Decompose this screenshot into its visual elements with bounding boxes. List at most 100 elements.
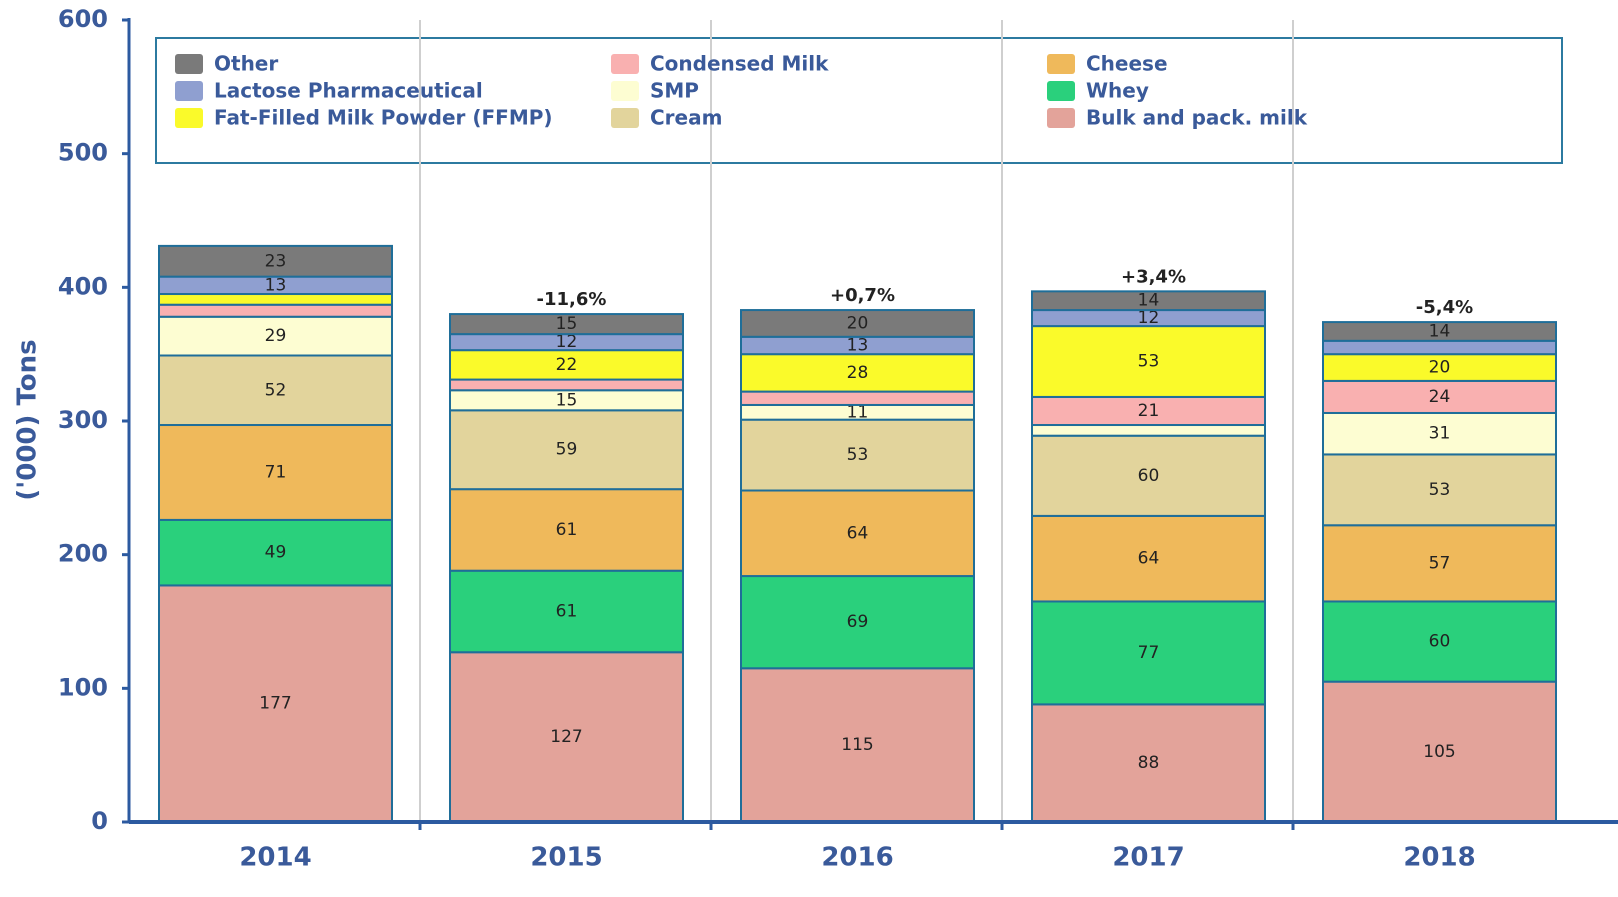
data-label: 24: [1429, 387, 1451, 407]
legend-swatch: [611, 54, 639, 74]
y-axis-label: ('000) Tons: [13, 339, 43, 500]
data-label: 53: [847, 445, 869, 465]
bar-segment: [449, 378, 684, 392]
y-tick-label: 600: [58, 5, 108, 33]
data-label: 15: [556, 314, 578, 334]
bar-segment: [1031, 325, 1266, 398]
bar-segment: [1031, 290, 1266, 312]
bar-segment: [1322, 524, 1557, 603]
data-label: 31: [1429, 424, 1451, 444]
x-tick-label: 2018: [1403, 843, 1475, 873]
bar-segment: [1322, 321, 1557, 342]
legend-label: Other: [214, 52, 278, 76]
data-label: 60: [1429, 632, 1451, 652]
bar-segment: [158, 303, 393, 318]
bar-segment: [1322, 680, 1557, 824]
data-label: 15: [556, 390, 578, 410]
bar-segment: [158, 244, 393, 278]
legend-label: Bulk and pack. milk: [1086, 106, 1308, 130]
bar-segment: [158, 584, 393, 823]
bar-segment: [740, 489, 975, 578]
x-tick-label: 2014: [239, 843, 311, 873]
bar-segment: [1322, 353, 1557, 382]
bar-segment: [1322, 600, 1557, 683]
bar-segment: [449, 313, 684, 336]
data-label: 13: [265, 275, 287, 295]
data-label: 11: [847, 402, 869, 422]
data-label: 49: [265, 543, 287, 563]
data-label: 14: [1138, 291, 1160, 311]
data-label: 13: [847, 335, 869, 355]
legend-label: Lactose Pharmaceutical: [214, 79, 483, 103]
legend-label: Condensed Milk: [650, 52, 829, 76]
data-label: 53: [1429, 480, 1451, 500]
x-tick-label: 2015: [530, 843, 602, 873]
bar-segment: [449, 488, 684, 572]
data-label: 53: [1138, 352, 1160, 372]
bar-segment: [740, 309, 975, 338]
legend-swatch: [1047, 81, 1075, 101]
data-label: 12: [1138, 308, 1160, 328]
data-label: 29: [265, 326, 287, 346]
bar-segment: [158, 354, 393, 427]
bar-segment: [1031, 395, 1266, 427]
x-tick-label: 2016: [821, 843, 893, 873]
bar-segment: [740, 667, 975, 823]
legend-label: Cheese: [1086, 52, 1168, 76]
y-tick-label: 0: [91, 807, 108, 835]
bar-segment: [449, 569, 684, 654]
legend-label: Fat-Filled Milk Powder (FFMP): [214, 106, 553, 130]
data-label: 71: [265, 462, 287, 482]
data-label: 127: [550, 727, 582, 747]
legend-swatch: [175, 81, 203, 101]
bar-segment: [1322, 411, 1557, 456]
bar-segment: [740, 390, 975, 406]
change-label: -11,6%: [537, 289, 607, 310]
data-label: 61: [556, 520, 578, 540]
y-tick-label: 100: [58, 673, 108, 701]
data-label: 115: [841, 735, 873, 755]
data-label: 59: [556, 440, 578, 460]
change-label: +3,4%: [1121, 266, 1186, 287]
bar-segment: [1031, 514, 1266, 603]
legend-label: Cream: [650, 106, 722, 130]
data-label: 20: [847, 313, 869, 333]
change-label: +0,7%: [830, 285, 895, 306]
y-tick-label: 300: [58, 406, 108, 434]
bar-segment: [449, 651, 684, 824]
bar-segment: [740, 418, 975, 492]
data-label: 60: [1138, 466, 1160, 486]
data-label: 20: [1429, 358, 1451, 378]
data-label: 105: [1423, 742, 1455, 762]
data-label: 12: [556, 332, 578, 352]
data-label: 88: [1138, 753, 1160, 773]
bar-segment: [1322, 379, 1557, 414]
legend-swatch: [1047, 54, 1075, 74]
legend-swatch: [175, 108, 203, 128]
data-label: 64: [847, 523, 869, 543]
data-label: 28: [847, 363, 869, 383]
legend-label: Whey: [1086, 79, 1149, 103]
data-label: 61: [556, 601, 578, 621]
data-label: 22: [556, 355, 578, 375]
y-tick-label: 400: [58, 272, 108, 300]
data-label: 23: [265, 251, 287, 271]
bar-segment: [740, 353, 975, 393]
bar-segment: [1031, 424, 1266, 437]
legend-label: SMP: [650, 79, 699, 103]
data-label: 64: [1138, 549, 1160, 569]
data-label: 52: [265, 380, 287, 400]
bar-segment: [449, 349, 684, 381]
bar-segment: [1031, 600, 1266, 706]
data-label: 14: [1429, 321, 1451, 341]
bar-segment: [158, 315, 393, 357]
bar-segment: [1322, 339, 1557, 356]
change-label: -5,4%: [1416, 297, 1473, 318]
data-label: 21: [1138, 401, 1160, 421]
legend-swatch: [1047, 108, 1075, 128]
bar-segment: [449, 409, 684, 491]
legend-swatch: [175, 54, 203, 74]
data-label: 57: [1429, 553, 1451, 573]
data-label: 77: [1138, 643, 1160, 663]
data-label: 69: [847, 612, 869, 632]
